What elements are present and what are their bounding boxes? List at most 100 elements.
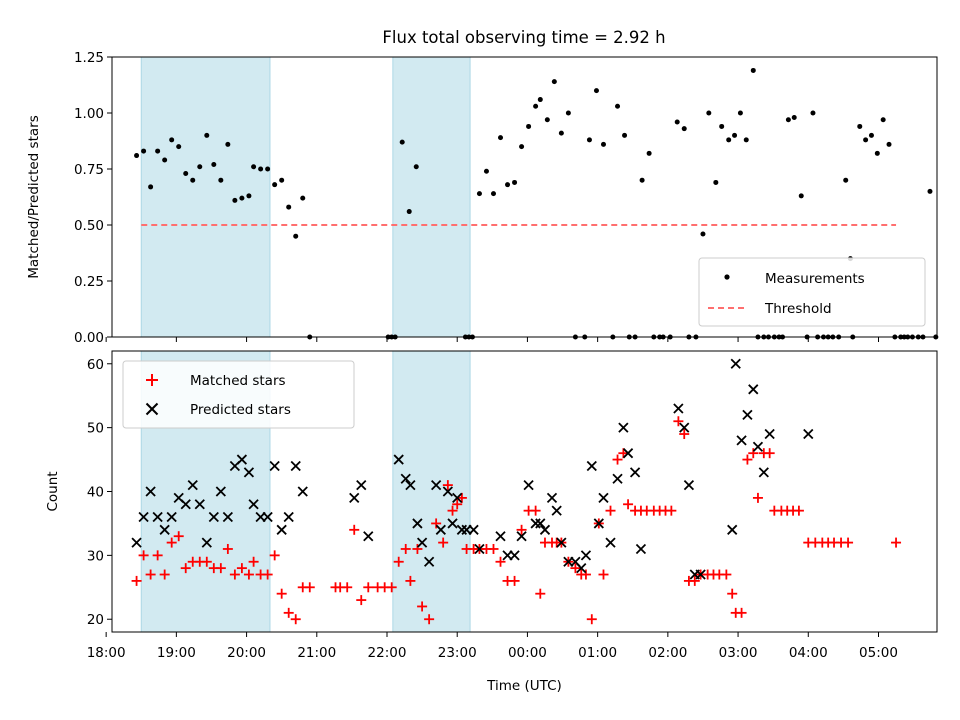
cross-b [159, 524, 170, 535]
cross-b [752, 441, 764, 452]
cross-b [248, 499, 259, 510]
cross-b [495, 531, 506, 542]
cross-b [730, 358, 741, 369]
predicted-star-point [598, 492, 609, 504]
predicted-star-point [243, 467, 255, 478]
x-tick-label: 22:00 [368, 645, 407, 661]
cross-b [262, 511, 273, 523]
predicted-star-point [748, 384, 759, 395]
predicted-star-point [248, 499, 259, 510]
predicted-star-point [297, 486, 308, 497]
predicted-star-point [612, 473, 623, 484]
predicted-star-point [416, 537, 428, 548]
x-tick-label: 18:00 [87, 645, 126, 661]
measurement-point [874, 150, 880, 156]
predicted-star-point [145, 486, 156, 497]
cross-b [612, 473, 623, 484]
predicted-star-point [673, 403, 684, 414]
measurement-point [674, 119, 680, 125]
matched-star-point [689, 575, 700, 586]
predicted-star-point [194, 499, 205, 510]
matched-star-point [618, 448, 629, 459]
cross-b [180, 499, 191, 510]
x-tick-label: 00:00 [508, 645, 547, 661]
matched-star-point [131, 575, 142, 586]
predicted-star-point [551, 505, 562, 516]
predicted-star-point [349, 492, 360, 504]
measurement-point [279, 177, 285, 183]
cross-b [243, 467, 255, 478]
matched-star-point [405, 575, 416, 586]
measurement-point [406, 209, 412, 215]
cross-b [468, 524, 479, 535]
measurement-point [176, 144, 182, 150]
predicted-star-point [803, 428, 814, 440]
cross-b [803, 428, 814, 440]
predicted-star-point [586, 460, 597, 472]
cross-b [236, 454, 248, 465]
predicted-star-point [605, 537, 616, 548]
measurement-point [791, 114, 797, 120]
measurement-point [246, 193, 252, 199]
predicted-star-point [400, 473, 411, 484]
measurement-point [204, 132, 210, 138]
bottom-y-axis-label: Count [45, 471, 61, 511]
measurement-point [476, 191, 482, 197]
cross-b [683, 479, 695, 491]
matched-star-point [412, 543, 423, 554]
predicted-star-point [442, 486, 453, 497]
predicted-star-point [535, 518, 546, 529]
predicted-star-point [495, 531, 506, 542]
cross-b [283, 511, 294, 523]
measurement-point [868, 132, 874, 138]
measurement-point [483, 168, 489, 174]
measurement-point [211, 162, 217, 168]
matched-star-point [793, 505, 804, 516]
cross-b [201, 537, 212, 548]
measurement-point [519, 144, 525, 150]
cross-b [474, 543, 485, 555]
measurement-point [737, 110, 743, 116]
matched-star-point [891, 537, 902, 548]
matched-star-point [159, 569, 170, 580]
matched-star-point [424, 614, 435, 625]
cross-b [297, 486, 308, 497]
cross-b [586, 460, 597, 472]
cross-b [593, 518, 604, 529]
cross-b [215, 486, 226, 497]
top-y-axis-label: Matched/Predicted stars [26, 115, 42, 278]
x-tick-label: 01:00 [578, 645, 617, 661]
matched-star-point [721, 569, 732, 580]
measurement-point [512, 179, 518, 185]
measurement-point [225, 141, 231, 147]
predicted-star-point [405, 479, 416, 491]
measurement-point [498, 135, 504, 141]
predicted-star-point [393, 454, 404, 465]
predicted-star-point [187, 479, 198, 491]
y-tick-label: 1.00 [74, 106, 104, 122]
matched-star-point [236, 563, 247, 574]
matched-star-point [166, 537, 177, 548]
legend-threshold-label: Threshold [764, 301, 832, 317]
y-tick-label: 0.25 [74, 274, 104, 290]
legend-predicted-marker [145, 402, 159, 416]
measurement-point [183, 170, 189, 176]
cross-b [570, 556, 581, 567]
predicted-star-point [468, 524, 479, 535]
matched-star-point [304, 582, 315, 593]
x-tick-label: 21:00 [297, 645, 336, 661]
matched-star-point [488, 543, 499, 554]
legend-measurements-label: Measurements [765, 271, 865, 287]
cross-b [423, 556, 435, 567]
cross-b [405, 479, 416, 491]
matched-star-point [736, 607, 747, 618]
top-x-ticks [105, 337, 879, 342]
y-tick-label: 20 [87, 612, 104, 628]
predicted-star-point [593, 518, 604, 529]
measurement-point [533, 103, 539, 109]
cross-b [509, 550, 520, 561]
bottom-legend-box [122, 360, 355, 429]
predicted-star-point [180, 499, 191, 510]
measurement-point [169, 137, 175, 143]
